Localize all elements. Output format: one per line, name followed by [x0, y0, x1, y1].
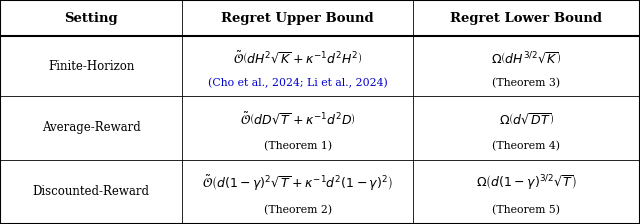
Text: Discounted-Reward: Discounted-Reward — [33, 185, 150, 198]
Text: (Theorem 2): (Theorem 2) — [264, 205, 332, 215]
Text: Average-Reward: Average-Reward — [42, 121, 141, 134]
Text: (Theorem 1): (Theorem 1) — [264, 141, 332, 151]
Text: $\tilde{\mathcal{O}}\left(dD\sqrt{T} + \kappa^{-1}d^2D\right)$: $\tilde{\mathcal{O}}\left(dD\sqrt{T} + \… — [239, 111, 356, 128]
Text: Regret Lower Bound: Regret Lower Bound — [451, 12, 602, 25]
Text: Finite-Horizon: Finite-Horizon — [48, 60, 134, 73]
Text: $\tilde{\mathcal{O}}\left(d(1-\gamma)^2\sqrt{T} + \kappa^{-1}d^2(1-\gamma)^2\rig: $\tilde{\mathcal{O}}\left(d(1-\gamma)^2\… — [202, 174, 393, 193]
Text: $\Omega\left(dH^{3/2}\sqrt{K}\right)$: $\Omega\left(dH^{3/2}\sqrt{K}\right)$ — [491, 50, 562, 66]
Text: $\Omega\left(d(1-\gamma)^{3/2}\sqrt{T}\right)$: $\Omega\left(d(1-\gamma)^{3/2}\sqrt{T}\r… — [476, 174, 577, 193]
Text: (Theorem 5): (Theorem 5) — [492, 205, 561, 215]
Text: Regret Upper Bound: Regret Upper Bound — [221, 12, 374, 25]
Text: Setting: Setting — [65, 12, 118, 25]
Text: $\Omega\left(d\sqrt{DT}\right)$: $\Omega\left(d\sqrt{DT}\right)$ — [499, 112, 554, 127]
Text: (Theorem 3): (Theorem 3) — [492, 78, 561, 88]
Text: (Theorem 4): (Theorem 4) — [492, 141, 561, 151]
Text: $\tilde{\mathcal{O}}\left(dH^2\sqrt{K} + \kappa^{-1}d^2H^2\right)$: $\tilde{\mathcal{O}}\left(dH^2\sqrt{K} +… — [233, 50, 362, 67]
Text: (Cho et al., 2024; Li et al., 2024): (Cho et al., 2024; Li et al., 2024) — [208, 78, 387, 88]
